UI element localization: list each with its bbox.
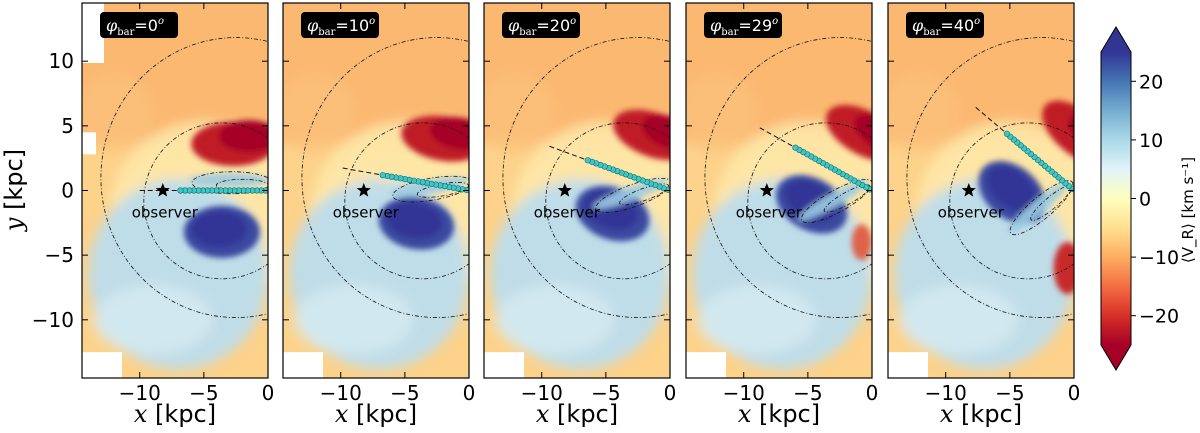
bar-point — [584, 157, 591, 164]
colorbar-extend-top — [1101, 27, 1131, 52]
y-tick-label: −5 — [45, 243, 74, 267]
contour-outer — [747, 122, 872, 280]
x-axis-label: x [kpc] — [536, 400, 618, 428]
colorbar-extend-bottom — [1101, 345, 1131, 370]
x-tick-label: 0 — [1068, 381, 1081, 405]
x-tick-label: −10 — [320, 381, 362, 405]
panel-title: φbar=40o — [906, 12, 984, 38]
panel-40: observer φbar=40o −10 −5 0 x [kpc] — [887, 2, 1081, 428]
panel-title: φbar=29o — [704, 12, 782, 38]
x-axis-label: x [kpc] — [738, 400, 820, 428]
colorbar-label: ⟨V_R⟩ [km s⁻¹] — [1179, 157, 1198, 263]
bar-point — [379, 172, 386, 179]
panel-29: observer φbar=29o −10 −5 0 x [kpc] — [685, 2, 879, 428]
observer-label: observer — [333, 204, 400, 222]
y-tick-label: 10 — [49, 49, 74, 73]
x-tick-label: 0 — [664, 381, 677, 405]
x-tick-label: −10 — [723, 381, 765, 405]
x-axis-label: x [kpc] — [134, 400, 216, 428]
y-tick-label: 5 — [61, 114, 74, 138]
bar-point — [1003, 130, 1011, 137]
observer-label: observer — [736, 204, 803, 222]
colorbar-gradient — [1101, 52, 1131, 345]
contour-inner — [191, 171, 268, 195]
panel-title: φbar=20o — [502, 12, 580, 38]
x-tick-label: −5 — [591, 381, 620, 405]
y-tick-label: −10 — [32, 308, 74, 332]
colorbar-tick-label: 20 — [1139, 71, 1163, 93]
x-tick-label: 0 — [463, 381, 476, 405]
svg-text:φbar=20o: φbar=20o — [508, 16, 576, 38]
observer-star — [961, 183, 976, 197]
x-tick-label: −5 — [793, 381, 822, 405]
x-tick-label: −5 — [995, 381, 1024, 405]
x-tick-label: 0 — [262, 381, 275, 405]
colorbar-tick-label: 0 — [1139, 189, 1151, 211]
colorbar-tick-label: −20 — [1139, 306, 1179, 328]
bar-point — [177, 187, 184, 194]
contour-outer — [143, 122, 268, 280]
contour-outer — [949, 122, 1074, 280]
panel-title: φbar=10o — [301, 12, 379, 38]
x-tick-label: 0 — [866, 381, 879, 405]
x-axis-label: x [kpc] — [940, 400, 1022, 428]
colorbar: 20 10 0 −10 −20 ⟨V_R⟩ [km s⁻¹] — [1100, 26, 1198, 371]
observer-label: observer — [938, 204, 1005, 222]
colorbar-tick-label: 10 — [1139, 130, 1163, 152]
contour-inner — [1009, 180, 1074, 236]
x-tick-label: −10 — [119, 381, 161, 405]
observer-star — [759, 183, 774, 197]
panel-10: observer φbar=10o −10 −5 0 x [kpc] — [282, 2, 476, 428]
contour-inner — [595, 177, 670, 214]
observer-star — [155, 183, 170, 197]
y-axis-label: y [kpc] — [0, 149, 28, 232]
panel-20: observer φbar=20o −10 −5 0 x [kpc] — [483, 2, 677, 428]
colorbar-tick-label: −10 — [1139, 247, 1179, 269]
contour-outer — [344, 122, 469, 280]
observer-star — [356, 183, 371, 197]
svg-text:φbar=10o: φbar=10o — [307, 16, 375, 38]
svg-text:φbar=29o: φbar=29o — [710, 16, 778, 38]
panel-title: φbar=0o — [100, 12, 178, 38]
observer-star — [557, 183, 572, 197]
contour-outer — [545, 122, 670, 280]
svg-text:φbar=0o: φbar=0o — [106, 16, 164, 38]
bar-point — [792, 144, 799, 151]
observer-label: observer — [534, 204, 601, 222]
svg-text:φbar=40o: φbar=40o — [912, 16, 980, 38]
contour-inner — [392, 175, 469, 203]
observer-label: observer — [132, 204, 199, 222]
x-tick-label: −5 — [390, 381, 419, 405]
x-tick-label: −5 — [189, 381, 218, 405]
x-tick-label: −10 — [925, 381, 967, 405]
x-axis-label: x [kpc] — [335, 400, 417, 428]
y-tick-label: 0 — [61, 179, 74, 203]
red-lobe — [1042, 100, 1074, 165]
x-tick-label: −10 — [521, 381, 563, 405]
colorbar-frame — [1100, 26, 1132, 371]
